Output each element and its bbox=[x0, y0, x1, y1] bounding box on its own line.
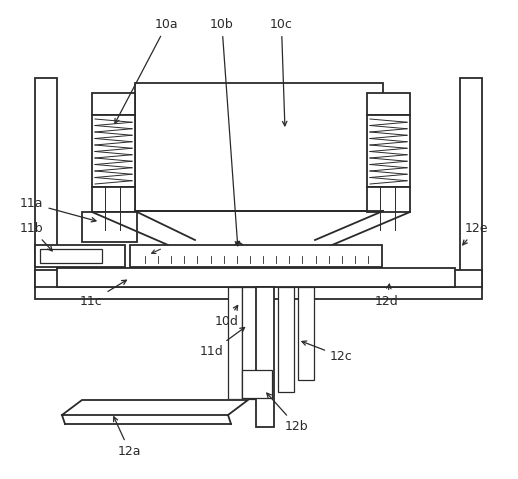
Polygon shape bbox=[62, 400, 248, 415]
Text: 12d: 12d bbox=[375, 284, 399, 308]
Bar bbox=[298, 287, 314, 380]
Bar bbox=[460, 78, 482, 288]
Bar bbox=[367, 115, 410, 187]
Bar bbox=[135, 83, 383, 211]
Bar bbox=[82, 212, 137, 242]
Text: 12e: 12e bbox=[463, 222, 488, 245]
Bar bbox=[35, 287, 482, 299]
Bar bbox=[228, 287, 242, 399]
Text: 10d: 10d bbox=[215, 306, 239, 328]
Text: 10c: 10c bbox=[270, 18, 293, 126]
Text: 10b: 10b bbox=[210, 18, 240, 246]
Bar bbox=[367, 187, 410, 212]
Bar bbox=[256, 287, 274, 427]
Bar bbox=[242, 370, 272, 398]
Bar bbox=[92, 187, 135, 212]
Text: 11a: 11a bbox=[20, 197, 96, 222]
Bar bbox=[35, 245, 125, 267]
Text: 11b: 11b bbox=[20, 222, 52, 251]
Bar bbox=[40, 249, 102, 263]
Bar bbox=[92, 93, 135, 115]
Text: 12a: 12a bbox=[113, 417, 141, 458]
Bar bbox=[242, 287, 256, 399]
Bar bbox=[35, 78, 57, 288]
Text: 12b: 12b bbox=[267, 393, 309, 433]
Bar bbox=[192, 252, 317, 264]
Text: 10a: 10a bbox=[115, 18, 179, 123]
Bar bbox=[367, 93, 410, 115]
Bar bbox=[35, 270, 482, 288]
Text: 12c: 12c bbox=[302, 341, 353, 363]
Bar bbox=[278, 287, 294, 392]
Bar bbox=[130, 245, 382, 267]
Text: 11d: 11d bbox=[200, 328, 244, 358]
Bar bbox=[92, 115, 135, 187]
Text: 11c: 11c bbox=[80, 280, 126, 308]
Bar bbox=[57, 268, 455, 287]
